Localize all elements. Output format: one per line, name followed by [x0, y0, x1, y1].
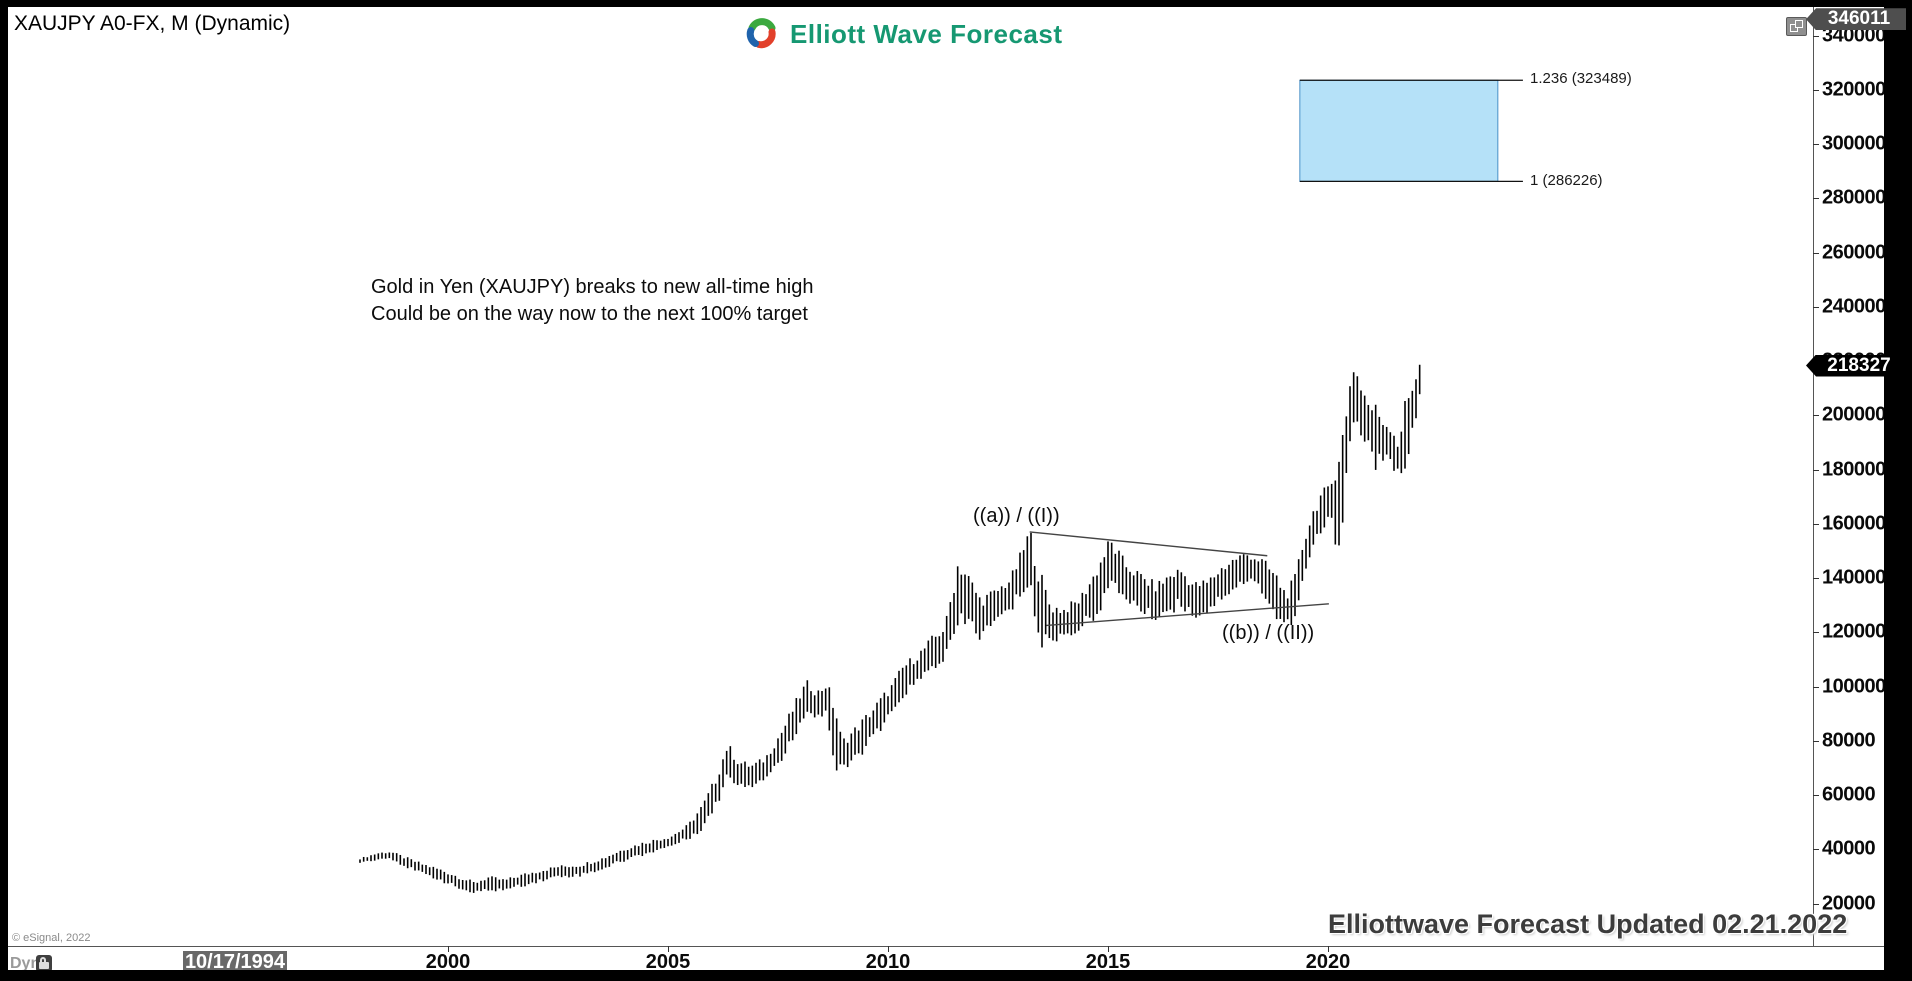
price-axis-tick [1813, 35, 1819, 37]
price-axis-tick [1813, 523, 1819, 525]
year-axis-label: 2020 [1305, 951, 1351, 973]
price-axis-label: 180000 [1822, 458, 1886, 480]
price-axis-tick [1813, 469, 1819, 471]
right-border [1884, 0, 1912, 981]
lock-shackle [40, 957, 46, 963]
price-axis-tick [1813, 89, 1819, 91]
price-axis-tick [1813, 415, 1819, 417]
triangle-upper [1029, 531, 1268, 557]
price-axis-label: 80000 [1822, 729, 1876, 752]
logo-swirl-icon [746, 18, 776, 49]
price-axis-tick [1813, 903, 1819, 905]
price-axis-tick [1813, 144, 1819, 145]
year-axis-label: 2015 [1085, 951, 1131, 973]
analyst-note-line1: Gold in Yen (XAUJPY) breaks to new all-t… [371, 276, 814, 298]
year-axis-label: 2000 [425, 951, 471, 973]
year-axis-label: 2010 [865, 951, 911, 973]
first-bar-date-label: 10/17/1994 [183, 951, 287, 974]
restore-square-front [1795, 20, 1803, 28]
dynamic-mode-label: Dyn [10, 955, 41, 972]
price-axis-tick [1813, 306, 1819, 308]
bottom-border [0, 970, 1912, 981]
price-axis-tick [1813, 632, 1819, 634]
esignal-copyright: © eSignal, 2022 [12, 932, 91, 944]
analyst-note: Gold in Yen (XAUJPY) breaks to new all-t… [371, 274, 813, 328]
triangle-lower [1046, 603, 1329, 627]
fib-label-1236: 1.236 (323489) [1530, 70, 1632, 87]
price-axis-line [1813, 7, 1814, 946]
wave-label-top: ((a)) / ((I)) [973, 505, 1060, 527]
price-axis-label: 120000 [1822, 620, 1886, 643]
restore-window-icon[interactable] [1786, 17, 1807, 36]
price-axis-tick [1813, 740, 1819, 742]
fib-label-1: 1 (286226) [1530, 172, 1603, 189]
wave-label-bottom: ((b)) / ((II)) [1222, 622, 1315, 644]
update-watermark: Elliottwave Forecast Updated 02.21.2022 [1328, 909, 1848, 939]
price-axis-label: 200000 [1822, 403, 1886, 426]
price-axis-tick [1813, 198, 1819, 200]
price-axis-tick [1813, 686, 1819, 688]
last-price-tag: 218327 [1806, 354, 1906, 377]
price-axis-label: 320000 [1822, 78, 1886, 101]
axis-high-marker-tag: 346011 [1806, 8, 1906, 31]
price-axis-label: 140000 [1822, 566, 1886, 589]
price-axis-tick [1813, 578, 1819, 579]
year-axis-tick [1108, 946, 1109, 952]
price-axis-label: 240000 [1822, 295, 1886, 318]
year-axis-tick [888, 946, 889, 952]
brand-name: Elliott Wave Forecast [790, 18, 1063, 49]
left-border [0, 0, 8, 981]
price-axis-label: 260000 [1822, 241, 1886, 263]
restore-square-back [1790, 24, 1798, 32]
lock-body [39, 962, 49, 969]
brand-logo: Elliott Wave Forecast [744, 16, 1063, 52]
price-axis-label: 280000 [1822, 186, 1886, 209]
year-axis-label: 2005 [645, 951, 691, 973]
price-axis-label: 20000 [1822, 892, 1876, 914]
price-axis-tick [1813, 795, 1819, 796]
price-axis-tick [1813, 252, 1819, 254]
year-axis-tick [448, 946, 449, 952]
price-axis-label: 300000 [1822, 132, 1886, 155]
price-axis-label: 100000 [1822, 675, 1886, 697]
time-axis-line [8, 946, 1884, 947]
price-axis-tick [1813, 849, 1819, 851]
top-border [0, 0, 1912, 7]
year-axis-tick [1328, 946, 1329, 952]
analyst-note-line2: Could be on the way now to the next 100%… [371, 303, 808, 325]
price-axis-label: 160000 [1822, 512, 1886, 535]
symbol-title: XAUJPY A0-FX, M (Dynamic) [14, 12, 291, 35]
fib-target-box [1299, 79, 1499, 182]
year-axis-tick [668, 946, 669, 952]
price-axis-label: 40000 [1822, 837, 1876, 860]
lock-icon[interactable] [36, 955, 52, 972]
price-axis-label: 60000 [1822, 783, 1876, 806]
